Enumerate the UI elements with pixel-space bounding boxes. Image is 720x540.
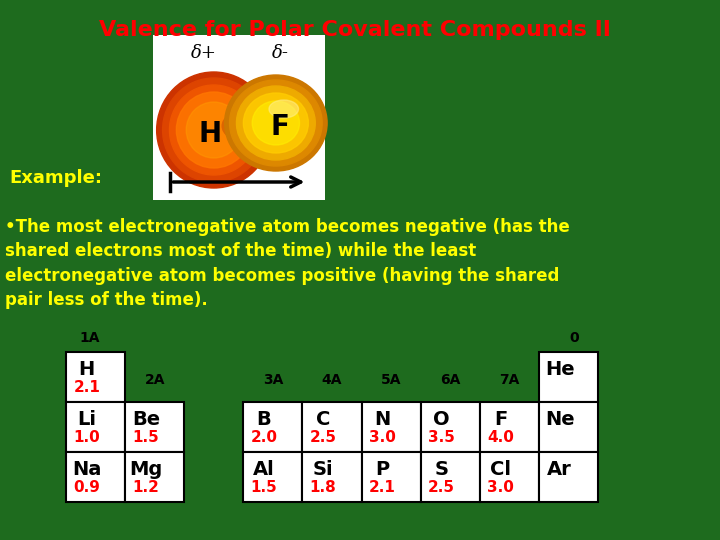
Bar <box>302 402 361 452</box>
Text: δ-: δ- <box>272 44 289 62</box>
Text: Na: Na <box>72 460 102 479</box>
Text: •The most electronegative atom becomes negative (has the
shared electrons most o: •The most electronegative atom becomes n… <box>5 218 570 309</box>
Text: 5A: 5A <box>381 373 401 387</box>
Text: 3.0: 3.0 <box>487 481 514 496</box>
Text: Example:: Example: <box>10 169 103 187</box>
Text: Ar: Ar <box>547 460 572 479</box>
Text: F: F <box>494 410 507 429</box>
Bar <box>539 402 598 452</box>
Bar <box>66 352 125 402</box>
Text: N: N <box>374 410 390 429</box>
Text: 3A: 3A <box>263 373 283 387</box>
Text: 3.5: 3.5 <box>428 430 455 445</box>
Text: 0: 0 <box>570 331 579 345</box>
Ellipse shape <box>222 111 266 141</box>
Text: Si: Si <box>313 460 333 479</box>
Text: 0.9: 0.9 <box>73 481 100 496</box>
Bar <box>66 452 125 502</box>
Text: H: H <box>198 120 222 148</box>
Bar <box>66 402 125 452</box>
Ellipse shape <box>176 92 251 168</box>
Ellipse shape <box>236 86 315 160</box>
Ellipse shape <box>186 102 241 158</box>
Text: 2.1: 2.1 <box>73 381 100 395</box>
Text: 2.1: 2.1 <box>369 481 396 496</box>
Ellipse shape <box>163 78 265 182</box>
Text: 1.8: 1.8 <box>310 481 336 496</box>
Text: C: C <box>316 410 330 429</box>
Ellipse shape <box>169 85 258 175</box>
Text: B: B <box>256 410 271 429</box>
Bar <box>420 452 480 502</box>
Bar <box>480 452 539 502</box>
Text: 3.0: 3.0 <box>369 430 396 445</box>
Bar <box>361 402 420 452</box>
Ellipse shape <box>243 93 308 153</box>
Text: Ne: Ne <box>545 410 575 429</box>
Bar <box>302 452 361 502</box>
Text: P: P <box>375 460 390 479</box>
Text: Be: Be <box>132 410 160 429</box>
FancyBboxPatch shape <box>153 35 325 200</box>
Text: 6A: 6A <box>440 373 461 387</box>
Ellipse shape <box>225 75 327 171</box>
Bar <box>420 402 480 452</box>
Text: 7A: 7A <box>499 373 520 387</box>
Text: Mg: Mg <box>129 460 163 479</box>
Text: Li: Li <box>77 410 96 429</box>
Bar <box>539 452 598 502</box>
Bar <box>243 402 302 452</box>
Text: Valence for Polar Covalent Compounds II: Valence for Polar Covalent Compounds II <box>99 20 611 40</box>
Text: Cl: Cl <box>490 460 511 479</box>
Text: S: S <box>434 460 449 479</box>
Text: 2.0: 2.0 <box>251 430 277 445</box>
Text: 2A: 2A <box>145 373 165 387</box>
Text: H: H <box>78 360 95 379</box>
Text: 1.2: 1.2 <box>132 481 159 496</box>
Bar <box>243 452 302 502</box>
Bar <box>539 352 598 402</box>
Bar <box>125 402 184 452</box>
Text: 2.5: 2.5 <box>428 481 455 496</box>
Bar <box>125 452 184 502</box>
Bar <box>361 452 420 502</box>
Ellipse shape <box>252 101 300 145</box>
Text: δ+: δ+ <box>191 44 217 62</box>
Ellipse shape <box>230 80 322 166</box>
Ellipse shape <box>269 100 299 118</box>
Text: 2.5: 2.5 <box>310 430 337 445</box>
Bar <box>480 402 539 452</box>
Text: 4.0: 4.0 <box>487 430 514 445</box>
Text: Al: Al <box>253 460 275 479</box>
Text: He: He <box>545 360 575 379</box>
Text: 1.0: 1.0 <box>73 430 100 445</box>
Text: O: O <box>433 410 450 429</box>
Text: 1.5: 1.5 <box>132 430 159 445</box>
Text: 4A: 4A <box>322 373 342 387</box>
Text: 1A: 1A <box>79 331 100 345</box>
Ellipse shape <box>157 72 271 188</box>
Text: 1.5: 1.5 <box>251 481 277 496</box>
Text: F: F <box>271 113 289 141</box>
